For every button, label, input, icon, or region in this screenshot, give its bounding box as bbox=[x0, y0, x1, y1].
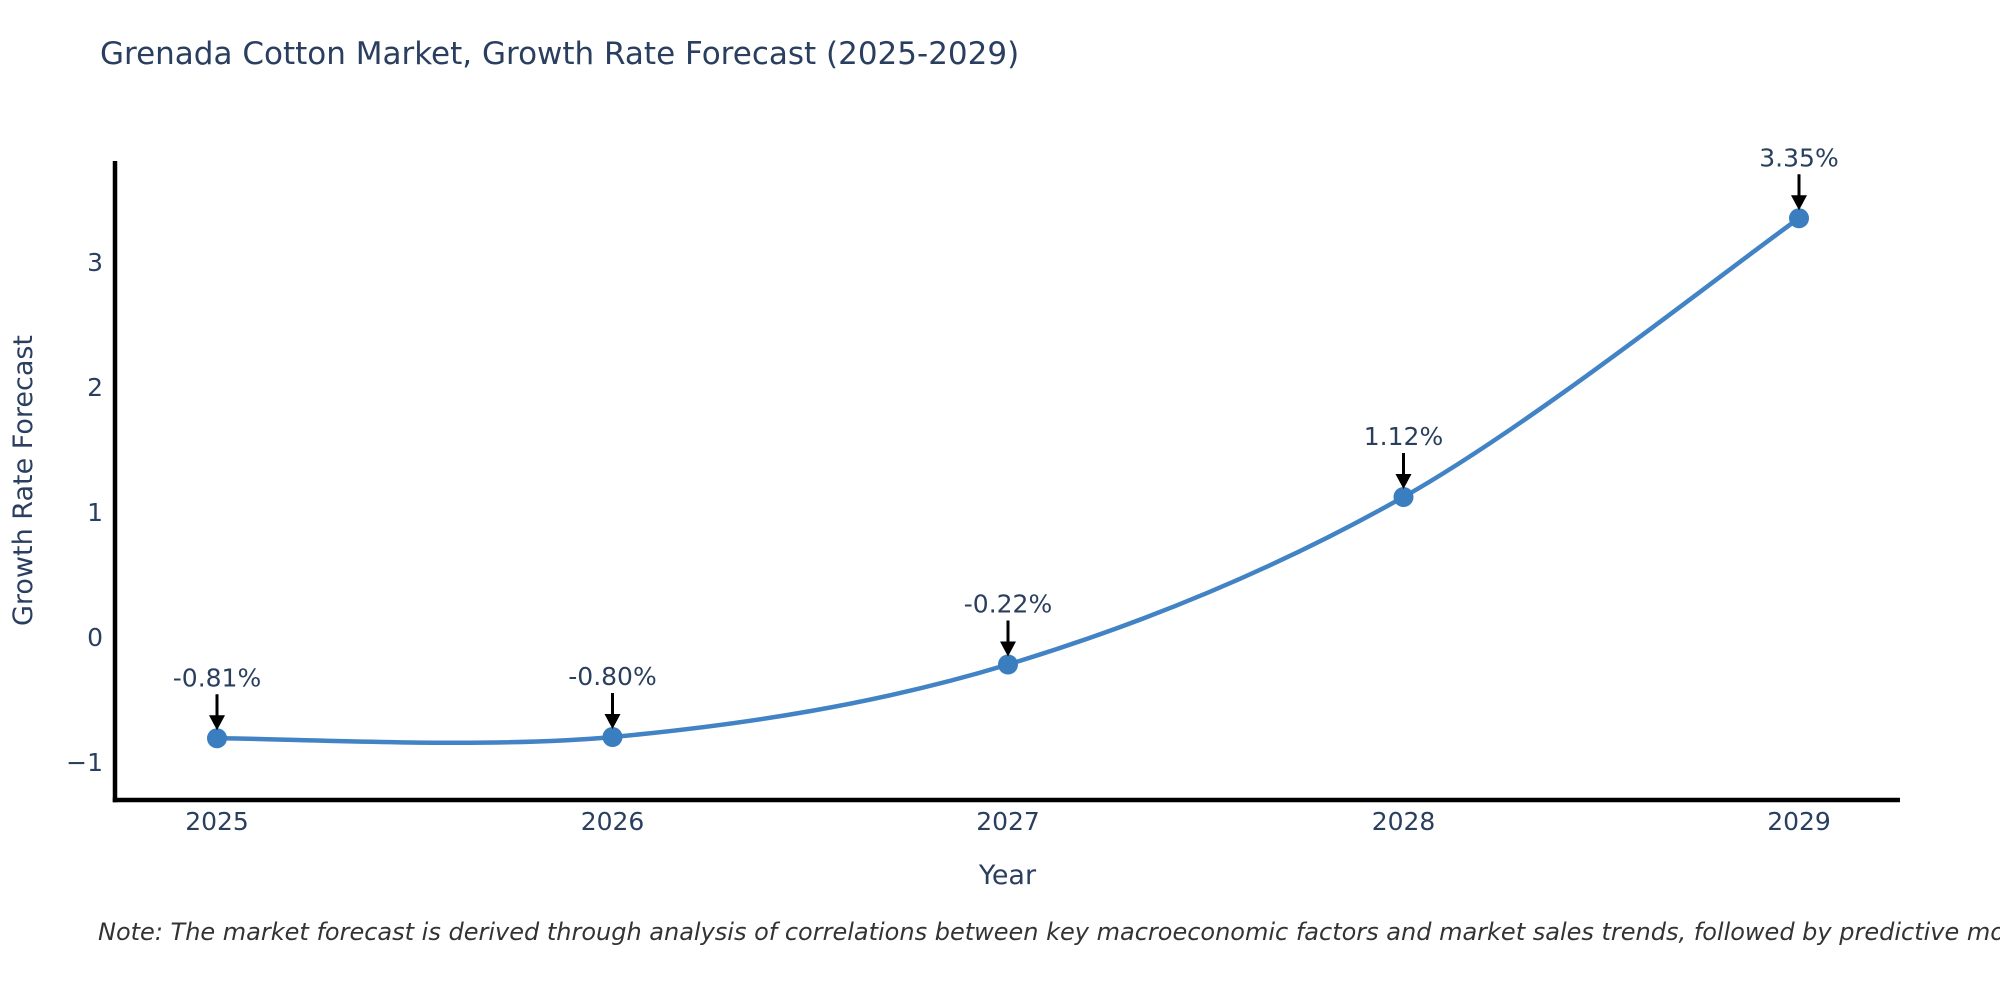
annotation-arrowhead bbox=[1395, 474, 1412, 489]
x-tick-label: 2025 bbox=[185, 807, 249, 836]
chart-title: Grenada Cotton Market, Growth Rate Forec… bbox=[100, 36, 1020, 72]
data-point-marker bbox=[207, 728, 227, 749]
chart-footnote: Note: The market forecast is derived thr… bbox=[98, 918, 2000, 946]
x-tick-label: 2028 bbox=[1372, 807, 1436, 836]
y-axis-title: Growth Rate Forecast bbox=[8, 335, 39, 626]
point-value-label: 1.12% bbox=[1364, 422, 1443, 451]
y-tick-label: −1 bbox=[66, 748, 103, 777]
x-tick-label: 2027 bbox=[976, 807, 1040, 836]
data-point-marker bbox=[602, 727, 623, 747]
y-tick-label: 2 bbox=[87, 373, 103, 402]
annotation-arrowhead bbox=[1791, 195, 1807, 211]
annotation-arrowhead bbox=[1000, 641, 1016, 657]
x-axis-title: Year bbox=[978, 860, 1037, 891]
point-value-label: -0.81% bbox=[173, 663, 261, 692]
x-tick-label: 2029 bbox=[1767, 807, 1831, 836]
point-value-label: -0.80% bbox=[568, 662, 656, 691]
data-point-marker bbox=[1393, 487, 1414, 507]
x-tick-label: 2026 bbox=[581, 807, 645, 836]
y-tick-label: 0 bbox=[87, 623, 103, 652]
data-point-marker bbox=[1789, 208, 1809, 229]
annotation-arrowhead bbox=[604, 714, 621, 729]
annotation-arrowhead bbox=[209, 715, 225, 731]
data-point-marker bbox=[998, 654, 1018, 675]
point-value-label: 3.35% bbox=[1759, 143, 1838, 172]
y-tick-label: 1 bbox=[87, 498, 103, 527]
y-tick-label: 3 bbox=[87, 248, 103, 277]
forecast-line bbox=[214, 216, 1802, 746]
point-value-label: -0.22% bbox=[964, 590, 1052, 619]
